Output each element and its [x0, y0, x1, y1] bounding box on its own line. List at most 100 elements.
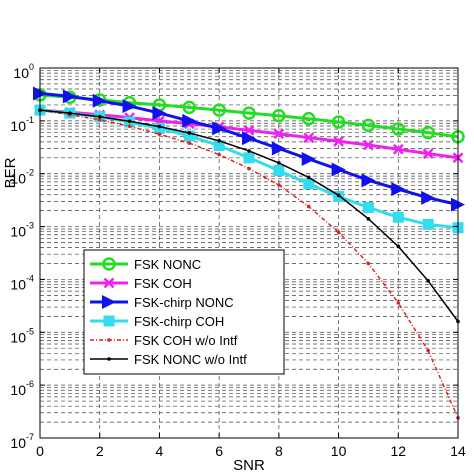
- data-point: [243, 152, 255, 164]
- data-point: [217, 152, 221, 157]
- axis-ticks: 0 2 4 6 8 10 12 1410010-110-210-310-410-510-610…: [10, 62, 466, 459]
- legend-label: FSK NONC: [134, 257, 201, 272]
- data-point: [426, 348, 430, 353]
- y-tick-label: 10-3: [10, 221, 34, 240]
- x-tick-label: 8: [275, 443, 283, 459]
- x-tick-label: 0: [36, 443, 44, 459]
- data-point: [247, 166, 251, 171]
- data-point: [396, 301, 401, 305]
- legend-marker: [107, 338, 111, 342]
- data-point: [392, 143, 404, 155]
- data-point: [97, 117, 102, 122]
- data-point: [68, 111, 72, 115]
- data-point: [273, 128, 285, 140]
- data-point: [333, 135, 344, 147]
- data-point: [247, 149, 251, 153]
- data-point: [392, 211, 404, 223]
- y-tick-exponent: -1: [26, 115, 34, 125]
- x-tick-label: 4: [156, 443, 164, 459]
- legend-entry: FSK NONC w/o Intf: [90, 352, 247, 367]
- x-axis-label: SNR: [233, 457, 265, 474]
- legend-marker: [107, 357, 111, 361]
- data-point: [127, 119, 132, 124]
- data-point: [212, 121, 227, 136]
- data-point: [391, 122, 406, 136]
- data-point: [331, 162, 346, 177]
- data-point: [277, 161, 281, 165]
- data-point: [362, 201, 374, 213]
- y-tick-label: 10-7: [10, 432, 34, 451]
- x-tick-label: 12: [390, 443, 406, 459]
- data-point: [182, 100, 197, 115]
- y-tick-label: 10-1: [10, 115, 34, 134]
- data-point: [396, 244, 401, 249]
- data-point: [303, 178, 315, 190]
- data-point: [272, 108, 286, 123]
- y-tick-exponent: 0: [29, 62, 34, 72]
- y-tick-base: 10: [10, 171, 26, 187]
- x-tick-label: 6: [215, 443, 223, 459]
- data-point: [62, 89, 77, 104]
- x-tick-label: 10: [331, 443, 347, 459]
- legend-entry: FSK-chirp COH: [90, 314, 224, 329]
- data-point: [426, 279, 430, 283]
- data-point: [157, 124, 162, 129]
- plot-frame: [39, 67, 459, 439]
- legend-marker: [102, 295, 116, 309]
- data-point: [122, 99, 137, 114]
- y-tick-base: 10: [10, 435, 26, 451]
- data-point: [273, 165, 285, 177]
- legend-entry: FSK COH w/o Intf: [90, 333, 238, 348]
- data-point: [152, 106, 167, 121]
- data-point: [182, 113, 197, 128]
- data-point: [422, 218, 434, 230]
- data-point: [212, 103, 226, 117]
- data-point: [157, 132, 162, 136]
- data-point: [366, 261, 371, 266]
- data-point: [183, 130, 195, 142]
- y-tick-exponent: -7: [26, 432, 34, 442]
- data-point: [242, 106, 256, 120]
- y-tick-exponent: -2: [26, 168, 34, 178]
- series-fsk-nonc: [33, 88, 465, 144]
- data-point: [187, 131, 192, 135]
- legend-marker: [102, 257, 116, 271]
- legend-label: FSK-chirp NONC: [134, 295, 234, 310]
- data-point: [127, 124, 132, 129]
- series-line: [39, 93, 459, 139]
- x-tick-label: 14: [450, 443, 466, 459]
- legend-label: FSK-chirp COH: [134, 314, 224, 329]
- legend-label: FSK COH w/o Intf: [134, 333, 238, 348]
- data-point: [421, 190, 436, 205]
- data-point: [97, 114, 102, 119]
- data-point: [213, 140, 225, 152]
- legend-label: FSK NONC w/o Intf: [134, 352, 247, 367]
- data-point: [363, 139, 374, 151]
- legend-marker: [103, 277, 115, 289]
- data-point: [301, 151, 316, 166]
- y-tick-exponent: -5: [26, 326, 34, 336]
- y-tick-label: 100: [13, 62, 34, 81]
- data-point: [271, 141, 286, 156]
- y-tick-base: 10: [10, 382, 26, 398]
- y-tick-base: 10: [13, 65, 29, 81]
- y-axis-label: BER: [2, 157, 19, 188]
- legend-marker: [103, 315, 115, 327]
- data-point: [306, 204, 311, 209]
- y-tick-exponent: -6: [26, 379, 34, 389]
- legend: FSK NONC FSK COH FSK-chirp NONC FSK-chirp C…: [83, 249, 285, 375]
- data-point: [361, 173, 376, 188]
- data-point: [301, 111, 316, 126]
- legend-label: FSK COH: [134, 276, 192, 291]
- data-point: [336, 230, 341, 235]
- data-point: [92, 93, 107, 108]
- legend-entry: FSK COH: [90, 276, 192, 291]
- y-tick-exponent: -4: [26, 273, 34, 283]
- y-tick-label: 10-5: [10, 326, 34, 345]
- y-tick-base: 10: [10, 276, 26, 292]
- x-tick-label: 2: [96, 443, 104, 459]
- y-tick-base: 10: [10, 329, 26, 345]
- data-point: [336, 193, 341, 198]
- data-point: [366, 217, 371, 221]
